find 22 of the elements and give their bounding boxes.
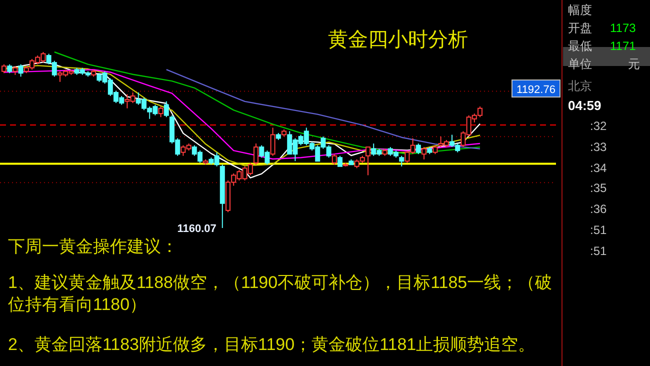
text: 1171 xyxy=(610,39,636,53)
text: 下周一黄金操作建议： xyxy=(8,237,178,256)
text: :51 xyxy=(590,244,608,258)
text: 单位 xyxy=(568,57,592,71)
annotation: 1160.07 xyxy=(177,223,216,235)
text: 04:59 xyxy=(568,98,602,113)
text: :32 xyxy=(590,119,608,133)
text: 最低 xyxy=(568,39,592,53)
text: 1173 xyxy=(610,21,636,35)
text: :51 xyxy=(590,223,608,237)
text: :33 xyxy=(590,140,608,154)
chart-title: 黄金四小时分析 xyxy=(328,29,468,51)
text: 2、黄金回落1183附近做多，目标1190；黄金破位1181止损顺势追空。 xyxy=(8,335,536,354)
text: :34 xyxy=(590,161,608,175)
text: 元 xyxy=(628,57,640,71)
text: 1192.76 xyxy=(516,84,556,96)
text: 开盘 xyxy=(568,21,592,35)
text: 幅度 xyxy=(568,3,592,17)
text: :35 xyxy=(590,181,608,195)
text: :36 xyxy=(590,202,608,216)
text: 北京 xyxy=(568,79,592,93)
text: 1、建议黄金触及1188做空，（1190不破可补仓），目标1185一线；（破位持有看向1180） xyxy=(8,273,552,314)
